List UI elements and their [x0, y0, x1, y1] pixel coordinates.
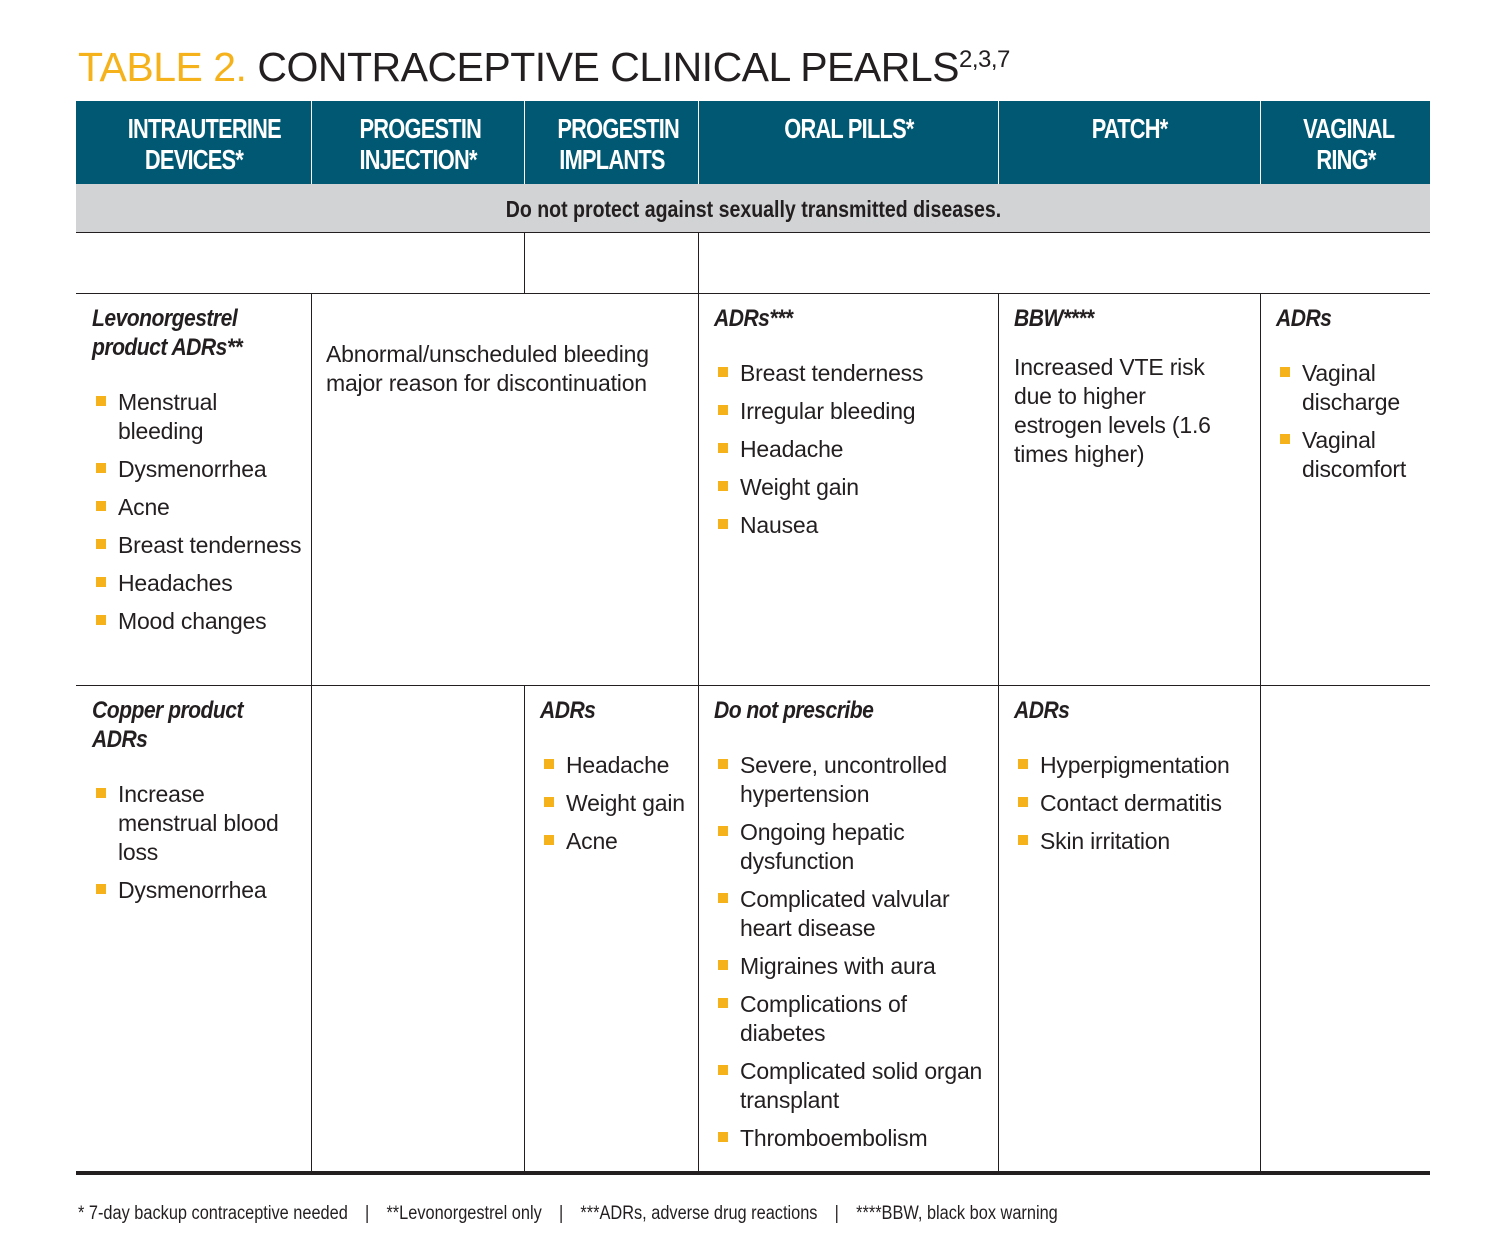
bullet-list: Menstrual bleeding Dysmenorrhea Acne Breast…: [92, 388, 302, 636]
list-item: Acne: [540, 827, 690, 856]
divider: [524, 232, 525, 293]
list-item: Ongoing hepatic dysfunction: [714, 818, 994, 876]
cell-patch-bbw: BBW**** Increased VTE risk due to higher…: [1014, 305, 1211, 467]
list-item: Headaches: [92, 569, 302, 598]
list-item: Weight gain: [714, 473, 994, 502]
cell-oral-adrs: ADRs*** Breast tenderness Irregular bleed…: [714, 304, 994, 549]
list-item: Skin irritation: [1014, 827, 1254, 856]
list-item: Headache: [714, 435, 994, 464]
sti-banner: Do not protect against sexually transmit…: [76, 184, 1430, 232]
divider: [1260, 293, 1261, 1171]
divider: [698, 232, 699, 293]
cell-ring-adrs: ADRs Vaginal discharge Vaginal discomfort: [1276, 304, 1426, 493]
list-item: Breast tenderness: [92, 531, 302, 560]
list-item: Increase menstrual blood loss: [92, 780, 302, 867]
divider: [76, 293, 1430, 294]
list-item: Vaginal discharge: [1276, 359, 1426, 417]
list-item: Hyperpigmentation: [1014, 751, 1254, 780]
cell-progestin-bleeding: Abnormal/unscheduled bleeding major reas…: [326, 341, 649, 396]
list-item: Dysmenorrhea: [92, 876, 302, 905]
table-bottom-rule: [76, 1171, 1430, 1175]
table-footnotes: * 7-day backup contraceptive needed | **Le…: [78, 1203, 1058, 1224]
bullet-list: Headache Weight gain Acne: [540, 751, 690, 856]
cell-iud-copper: Copper product ADRs Increase menstrual b…: [92, 696, 302, 914]
list-item: Contact dermatitis: [1014, 789, 1254, 818]
list-item: Thromboembolism: [714, 1124, 994, 1153]
list-item: Headache: [540, 751, 690, 780]
cell-oral-contraindications: Do not prescribe Severe, uncontrolled hy…: [714, 696, 994, 1162]
list-item: Menstrual bleeding: [92, 388, 302, 446]
list-item: Complicated valvular heart disease: [714, 885, 994, 943]
bullet-list: Hyperpigmentation Contact dermatitis Skin …: [1014, 751, 1254, 856]
column-header-implants: PROGESTIN IMPLANTS: [525, 101, 698, 184]
list-item: Migraines with aura: [714, 952, 994, 981]
divider: [311, 293, 312, 1171]
column-header-ring: VAGINAL RING*: [1261, 101, 1430, 184]
cell-implants-adrs: ADRs Headache Weight gain Acne: [540, 696, 690, 865]
bullet-list: Vaginal discharge Vaginal discomfort: [1276, 359, 1426, 484]
bullet-list: Severe, uncontrolled hypertension Ongoing…: [714, 751, 994, 1153]
list-item: Complications of diabetes: [714, 990, 994, 1048]
divider: [698, 293, 699, 1171]
column-header-patch: PATCH*: [999, 101, 1260, 184]
bullet-list: Increase menstrual blood loss Dysmenorrhe…: [92, 780, 302, 905]
list-item: Acne: [92, 493, 302, 522]
column-header-injection: PROGESTIN INJECTION*: [312, 101, 524, 184]
list-item: Vaginal discomfort: [1276, 426, 1426, 484]
list-item: Nausea: [714, 511, 994, 540]
table-title: TABLE 2. CONTRACEPTIVE CLINICAL PEARLS2,…: [78, 44, 1010, 90]
list-item: Irregular bleeding: [714, 397, 994, 426]
divider: [76, 232, 1430, 233]
divider: [76, 685, 1430, 686]
cell-patch-adrs: ADRs Hyperpigmentation Contact dermatitis…: [1014, 696, 1254, 865]
list-item: Severe, uncontrolled hypertension: [714, 751, 994, 809]
list-item: Complicated solid organ transplant: [714, 1057, 994, 1115]
list-item: Breast tenderness: [714, 359, 994, 388]
list-item: Mood changes: [92, 607, 302, 636]
cell-iud-levonorgestrel: Levonorgestrel product ADRs** Menstrual …: [92, 305, 302, 636]
bullet-list: Breast tenderness Irregular bleeding Heada…: [714, 359, 994, 540]
divider: [524, 685, 525, 1171]
list-item: Dysmenorrhea: [92, 455, 302, 484]
column-header-oral: ORAL PILLS*: [699, 101, 998, 184]
list-item: Weight gain: [540, 789, 690, 818]
column-header-iud: INTRAUTERINE DEVICES*: [76, 101, 311, 184]
divider: [998, 293, 999, 1171]
